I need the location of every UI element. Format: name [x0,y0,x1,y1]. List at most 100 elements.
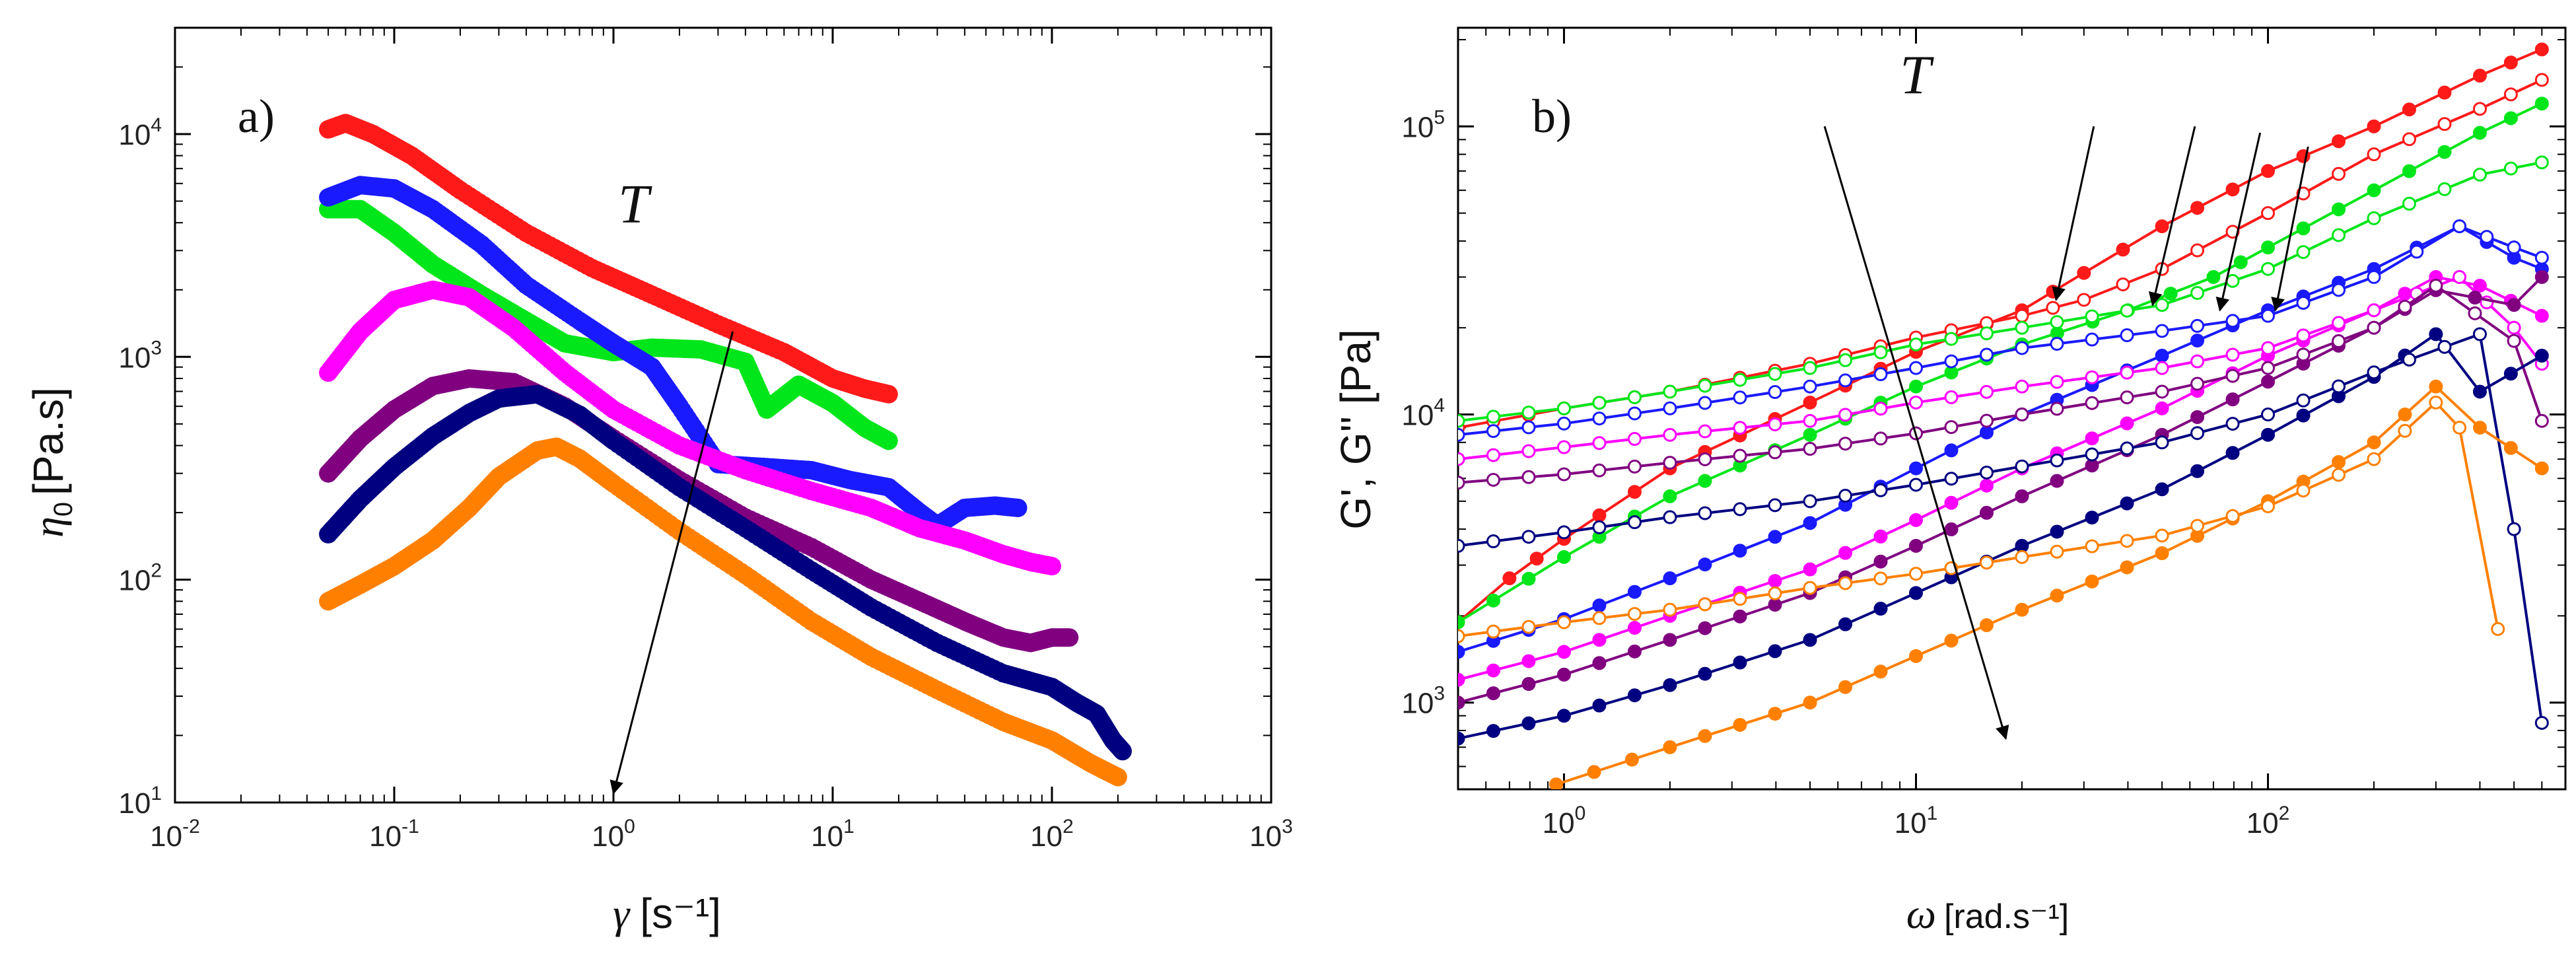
panel-b-point [1873,602,1888,616]
panel-b-point [1803,562,1817,577]
panel-b-point [2085,458,2099,473]
panel-b-point [2367,183,2381,197]
panel-b-point [2155,348,2169,363]
panel-b-point [1908,586,1923,600]
panel-b-point [2261,361,2276,375]
panel-b-point [2332,334,2346,349]
panel-b-point [2225,314,2240,328]
panel-b-point [2225,392,2240,407]
panel-b-point [1486,448,1500,462]
panel-b-point [2402,196,2416,211]
panel-b-point [2507,298,2521,312]
panel-b-point [2120,534,2134,548]
panel-b-point [2367,119,2381,133]
panel-b-point [1803,395,1817,410]
panel-b-point [2015,602,2029,617]
panel-b-point [1486,724,1500,738]
panel-b-point [2190,376,2205,391]
panel-b-point [1556,709,1571,723]
panel-b-point [2367,320,2381,335]
panel-a-y-tick-base: 10 [118,341,151,374]
panel-b-point [1838,546,1853,560]
panel-b-point [1873,664,1888,679]
panel-b-crossover-arrow [2148,126,2196,306]
panel-b-point [2472,102,2487,116]
panel-b-series-12 [1549,379,2549,789]
panel-b-point [1803,633,1817,647]
panel-b-point [2507,522,2521,536]
panel-b-point [1768,445,1782,460]
panel-b-point [1698,396,1712,410]
panel-a-x-tick-label: 101 [811,816,854,853]
panel-b-point [1979,465,1994,480]
panel-b-point [1873,367,1888,382]
panel-b-point [1663,384,1677,399]
panel-b-point [2367,269,2381,284]
panel-b-point [1698,452,1712,466]
panel-b-point [2261,374,2276,389]
panel-b-y-tick-label: 105 [1401,106,1445,143]
panel-b-point [1556,615,1571,629]
panel-b-point [2453,420,2467,435]
panel-b-point [2120,416,2134,431]
panel-b-point [2050,474,2064,488]
panel-b-point [2015,320,2029,335]
panel-a-point [1108,767,1127,787]
panel-b-point [2085,447,2099,462]
panel-b-point [1521,654,1536,668]
panel-b-point [1486,534,1500,549]
panel-b-point [1944,443,1959,458]
panel-b-point [2050,337,2064,351]
panel-b-point [2472,69,2487,83]
panel-b-x-tick-base: 10 [1895,807,1927,839]
panel-a-x-tick-exp: -1 [401,816,419,838]
panel-b-point [2015,459,2029,474]
panel-b-point [1838,576,1853,590]
panel-b-point [1768,586,1782,600]
panel-a-y-subscript: 0 [49,502,78,517]
panel-b-point [2225,417,2240,431]
panel-a-y-unit: [Pa.s] [24,387,72,495]
panel-b-point [1838,373,1853,388]
panel-b-point [1521,677,1536,692]
panel-b-point [2190,286,2205,301]
panel-b-point [2367,211,2381,225]
panel-b-point [2015,308,2029,323]
panel-b-point [2429,278,2443,293]
panel-b-point [2437,145,2452,159]
panel-b-point [1698,621,1712,635]
panel-b-point [1556,525,1571,540]
panel-a-x-tick-label: 100 [592,816,635,853]
panel-b-label: b) [1532,90,1572,143]
panel-a-x-tick-exp: 3 [1282,816,1293,838]
panel-b-point [1592,520,1607,534]
panel-b-point [1521,406,1536,420]
panel-b-point [1663,456,1677,470]
panel-b-point [1698,557,1712,572]
panel-b-point [1944,390,1959,404]
panel-b-point [2085,396,2099,410]
panel-b-point [2050,588,2064,603]
panel-b-y-tick-base: 10 [1401,111,1434,143]
panel-b-point [1627,459,1642,474]
panel-b-point [2015,341,2029,355]
panel-b-point [1521,620,1536,634]
panel-b-point [1698,378,1712,393]
panel-b-point [2077,266,2091,280]
panel-b-point [1663,602,1677,617]
panel-b-frame [1457,26,2567,791]
panel-b-point [1556,416,1571,431]
panel-b-point [2402,164,2416,178]
panel-b-point [2050,524,2064,539]
panel-b-point [2120,390,2134,405]
panel-a-x-tick-exp: 1 [843,816,854,838]
panel-a-y-tick-label: 101 [118,783,162,820]
panel-b-point [2332,166,2346,181]
panel-b-point [2120,560,2134,575]
panel-b-point [2534,42,2549,57]
panel-b-point [2155,528,2169,543]
panel-b-point [1592,611,1607,625]
panel-b-point [1458,413,1465,428]
panel-b-point [2367,303,2381,318]
